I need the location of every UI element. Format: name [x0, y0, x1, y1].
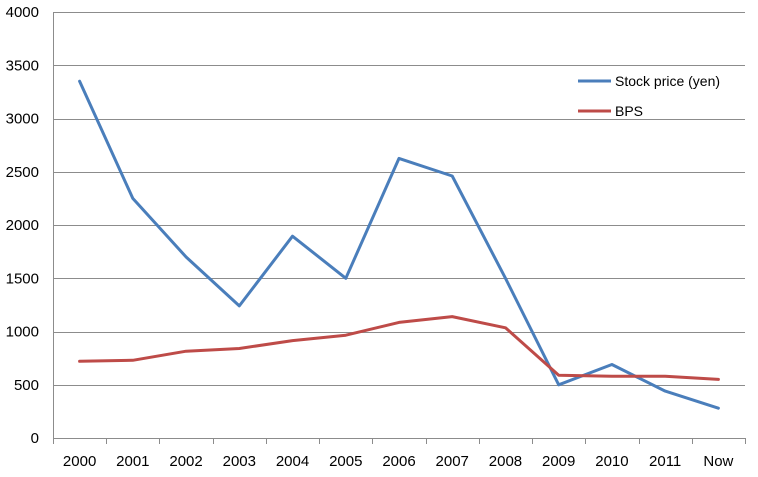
- x-tick-label: 2010: [595, 453, 628, 470]
- x-tick-label: 2006: [382, 453, 415, 470]
- series-line-bps: [78, 315, 720, 381]
- y-tick-label: 0: [31, 430, 39, 447]
- x-tick-label: 2000: [63, 453, 96, 470]
- series-lines: [78, 79, 720, 410]
- x-tick-label: 2009: [542, 453, 575, 470]
- y-tick-label: 1500: [6, 270, 39, 287]
- x-tick-label: 2002: [169, 453, 202, 470]
- y-tick-label: 1000: [6, 324, 39, 341]
- y-tick-label: 2000: [6, 217, 39, 234]
- x-tick-label: 2004: [276, 453, 309, 470]
- legend-label: BPS: [615, 103, 643, 119]
- x-axis: 2000 2001 2002 2003 2004 2005 2006 2007 2008 2009…: [53, 12, 746, 470]
- x-tick-label: 2003: [223, 453, 256, 470]
- gridlines: [53, 12, 745, 386]
- y-tick-label: 500: [14, 377, 39, 394]
- x-tick-label: 2005: [329, 453, 362, 470]
- x-tick-label: 2011: [649, 453, 681, 470]
- y-tick-label: 3000: [6, 111, 39, 128]
- series-line-stock-price: [78, 79, 720, 410]
- legend-label: Stock price (yen): [615, 73, 720, 89]
- x-tick-label: 2008: [489, 453, 522, 470]
- legend: Stock price (yen) BPS: [578, 73, 720, 119]
- y-tick-label: 2500: [6, 164, 39, 181]
- x-tick-label: 2007: [436, 453, 469, 470]
- y-axis-tick-labels: 0 500 1000 1500 2000 2500 3000 3500 4000: [6, 4, 39, 447]
- x-tick-label: 2001: [116, 453, 149, 470]
- x-tick-label: Now: [703, 453, 733, 470]
- y-tick-label: 3500: [6, 57, 39, 74]
- y-tick-label: 4000: [6, 4, 39, 21]
